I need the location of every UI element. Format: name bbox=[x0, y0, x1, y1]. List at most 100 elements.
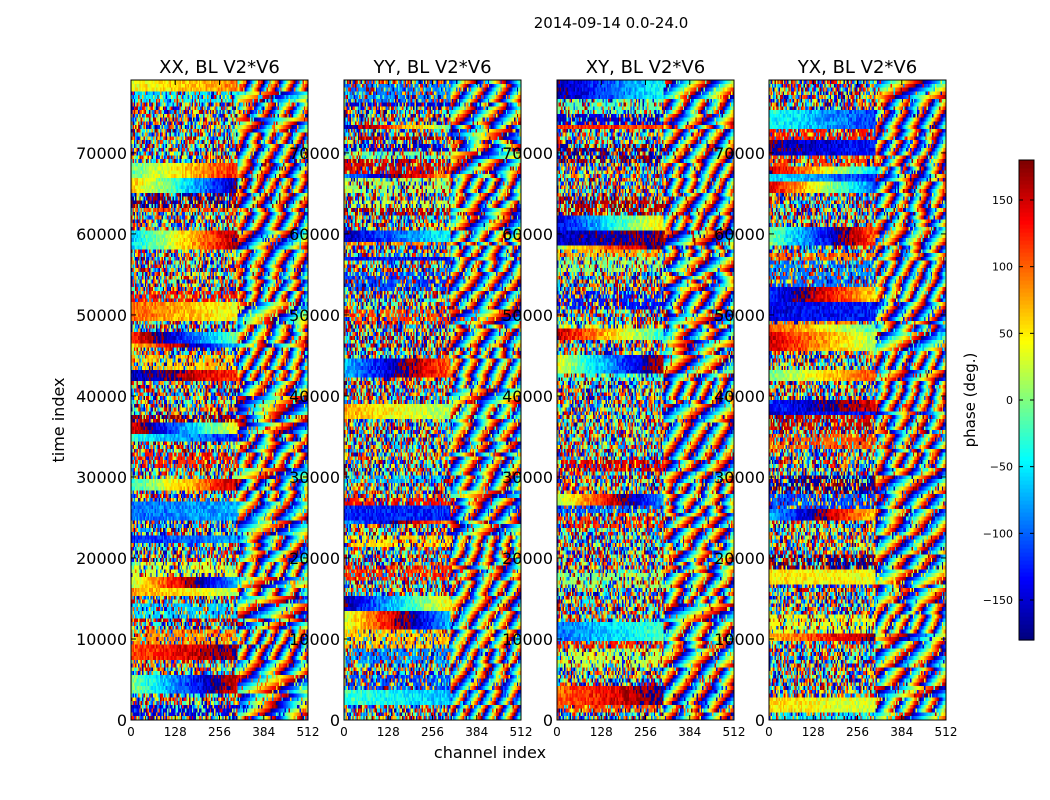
colorbar-segment bbox=[1019, 536, 1034, 541]
x-tick-label: 128 bbox=[590, 725, 613, 739]
colorbar-segment bbox=[1019, 468, 1034, 473]
panel-title: XX, BL V2*V6 bbox=[159, 57, 280, 78]
colorbar-segment bbox=[1019, 604, 1034, 609]
colorbar-segment bbox=[1019, 548, 1034, 553]
x-tick-label: 384 bbox=[890, 725, 913, 739]
y-tick-label: 50000 bbox=[76, 306, 127, 325]
panel-title: XY, BL V2*V6 bbox=[586, 57, 705, 78]
x-tick-label: 384 bbox=[465, 725, 488, 739]
colorbar-segment bbox=[1019, 364, 1034, 369]
colorbar-segment bbox=[1019, 332, 1034, 337]
y-tick-label: 0 bbox=[330, 711, 340, 730]
y-tick-label: 50000 bbox=[714, 306, 765, 325]
x-tick-label: 512 bbox=[297, 725, 320, 739]
colorbar-segment bbox=[1019, 436, 1034, 441]
x-tick-label: 384 bbox=[678, 725, 701, 739]
x-tick-label: 128 bbox=[377, 725, 400, 739]
colorbar-segment bbox=[1019, 504, 1034, 509]
colorbar-segment bbox=[1019, 260, 1034, 265]
colorbar-segment bbox=[1019, 500, 1034, 505]
colorbar-tick-label: 150 bbox=[992, 194, 1013, 207]
x-tick-label: 0 bbox=[553, 725, 561, 739]
colorbar-segment bbox=[1019, 388, 1034, 393]
y-tick-label: 20000 bbox=[289, 549, 340, 568]
colorbar-segment bbox=[1019, 344, 1034, 349]
y-tick-label: 70000 bbox=[289, 144, 340, 163]
y-tick-label: 70000 bbox=[714, 144, 765, 163]
colorbar-segment bbox=[1019, 456, 1034, 461]
colorbar-segment bbox=[1019, 380, 1034, 385]
panel-title: YX, BL V2*V6 bbox=[797, 57, 917, 78]
panel-1: YY, BL V2*V6 0 128 256 384 512 0 10000 20000 3000… bbox=[289, 57, 546, 762]
colorbar-segment bbox=[1019, 616, 1034, 621]
colorbar-segment bbox=[1019, 180, 1034, 185]
colorbar-segment bbox=[1019, 432, 1034, 437]
colorbar-label: phase (deg.) bbox=[961, 353, 979, 448]
x-tick-label: 512 bbox=[723, 725, 746, 739]
colorbar-segment bbox=[1019, 624, 1034, 629]
colorbar-segment bbox=[1019, 328, 1034, 333]
colorbar-segment bbox=[1019, 352, 1034, 357]
colorbar-segment bbox=[1019, 240, 1034, 245]
colorbar-segment bbox=[1019, 596, 1034, 601]
colorbar-tick-label: 50 bbox=[999, 327, 1013, 340]
colorbar-segment bbox=[1019, 460, 1034, 465]
colorbar-segment bbox=[1019, 628, 1034, 633]
colorbar-segment bbox=[1019, 360, 1034, 365]
colorbar-segment bbox=[1019, 544, 1034, 549]
colorbar-segment bbox=[1019, 472, 1034, 477]
colorbar-segment bbox=[1019, 200, 1034, 205]
colorbar-segment bbox=[1019, 308, 1034, 313]
colorbar-segment bbox=[1019, 236, 1034, 241]
colorbar-segment bbox=[1019, 224, 1034, 229]
colorbar-segment bbox=[1019, 588, 1034, 593]
colorbar-segment bbox=[1019, 280, 1034, 285]
colorbar-segment bbox=[1019, 532, 1034, 537]
colorbar-segment bbox=[1019, 348, 1034, 353]
y-tick-label: 10000 bbox=[502, 630, 553, 649]
y-tick-label: 60000 bbox=[714, 225, 765, 244]
colorbar-segment bbox=[1019, 636, 1034, 641]
y-tick-label: 10000 bbox=[714, 630, 765, 649]
colorbar-segment bbox=[1019, 340, 1034, 345]
colorbar-segment bbox=[1019, 508, 1034, 513]
x-tick-label: 512 bbox=[510, 725, 533, 739]
colorbar-segment bbox=[1019, 400, 1034, 405]
y-tick-label: 40000 bbox=[289, 387, 340, 406]
y-tick-label: 20000 bbox=[76, 549, 127, 568]
heatmap-image bbox=[131, 80, 308, 720]
colorbar-segment bbox=[1019, 172, 1034, 177]
y-tick-label: 10000 bbox=[289, 630, 340, 649]
colorbar-segment bbox=[1019, 476, 1034, 481]
colorbar-segment bbox=[1019, 296, 1034, 301]
colorbar-segment bbox=[1019, 484, 1034, 489]
colorbar-segment bbox=[1019, 612, 1034, 617]
y-tick-label: 0 bbox=[755, 711, 765, 730]
panel-0: XX, BL V2*V6 0 128 256 384 512 0 10000 20000 3000… bbox=[49, 57, 319, 739]
colorbar-segment bbox=[1019, 228, 1034, 233]
colorbar-segment bbox=[1019, 288, 1034, 293]
y-tick-label: 50000 bbox=[502, 306, 553, 325]
y-tick-label: 40000 bbox=[76, 387, 127, 406]
x-tick-label: 384 bbox=[252, 725, 275, 739]
colorbar-tick-label: −150 bbox=[983, 594, 1013, 607]
panel-title: YY, BL V2*V6 bbox=[372, 57, 491, 78]
colorbar-tick-label: 100 bbox=[992, 261, 1013, 274]
colorbar-segment bbox=[1019, 424, 1034, 429]
colorbar-segment bbox=[1019, 568, 1034, 573]
colorbar-segment bbox=[1019, 392, 1034, 397]
colorbar-segment bbox=[1019, 168, 1034, 173]
colorbar-segment bbox=[1019, 184, 1034, 189]
heatmap-image bbox=[344, 80, 521, 720]
y-tick-label: 10000 bbox=[76, 630, 127, 649]
colorbar-segment bbox=[1019, 384, 1034, 389]
colorbar-segment bbox=[1019, 196, 1034, 201]
colorbar-segment bbox=[1019, 564, 1034, 569]
colorbar-segment bbox=[1019, 572, 1034, 577]
colorbar-segment bbox=[1019, 208, 1034, 213]
colorbar-segment bbox=[1019, 320, 1034, 325]
panel-2: XY, BL V2*V6 0 128 256 384 512 0 10000 20000 3000… bbox=[502, 57, 745, 739]
colorbar-segment bbox=[1019, 552, 1034, 557]
colorbar-segment bbox=[1019, 372, 1034, 377]
colorbar-segment bbox=[1019, 592, 1034, 597]
